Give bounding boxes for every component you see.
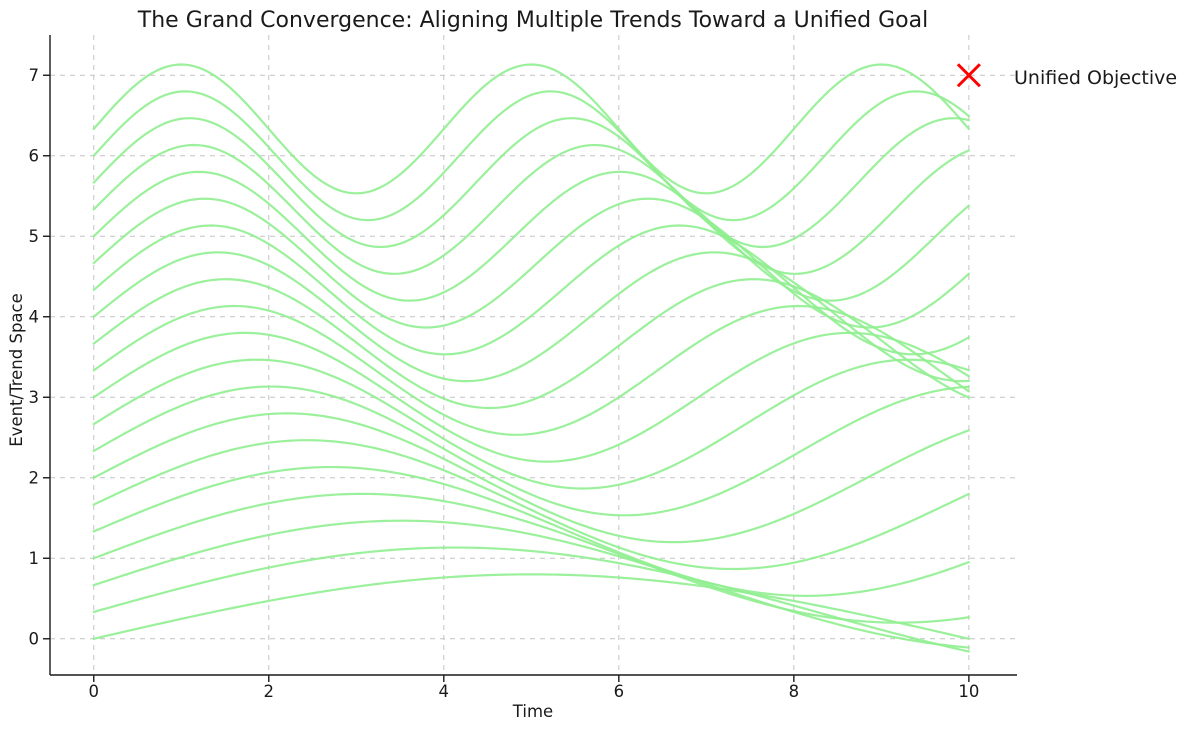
- trend-line: [92, 519, 970, 649]
- y-axis-label: Event/Trend Space: [7, 293, 26, 447]
- trend-line: [92, 358, 970, 490]
- trend-line: [92, 465, 970, 597]
- x-tick-label: 10: [958, 682, 979, 701]
- x-tick-label: 8: [789, 682, 800, 701]
- y-tick-label: 2: [29, 468, 40, 487]
- trend-line: [92, 197, 970, 329]
- trend-line: [92, 143, 970, 275]
- x-tick-label: 2: [264, 682, 275, 701]
- y-tick-label: 7: [29, 66, 40, 85]
- trend-line: [92, 224, 970, 356]
- trend-line: [92, 251, 970, 383]
- x-tick-label: 4: [439, 682, 450, 701]
- trend-line: [92, 439, 970, 571]
- axes: [49, 35, 1017, 676]
- unified-objective-label: Unified Objective: [1014, 67, 1177, 89]
- trend-line: [92, 412, 970, 544]
- unified-objective-annotation: [956, 63, 981, 88]
- trend-line: [92, 90, 970, 222]
- trend-line: [92, 492, 970, 624]
- y-tick-label: 6: [29, 146, 40, 165]
- trend-line: [92, 385, 970, 517]
- x-tick-label: 6: [614, 682, 625, 701]
- y-tick-label: 3: [29, 388, 40, 407]
- unified-objective-marker: [956, 63, 981, 88]
- chart-title: The Grand Convergence: Aligning Multiple…: [137, 8, 928, 33]
- trend-line: [92, 304, 970, 436]
- trend-line: [92, 331, 970, 463]
- trend-line: [92, 278, 970, 410]
- trend-line: [92, 573, 970, 640]
- trend-line: [92, 63, 970, 195]
- trend-lines: [92, 63, 970, 653]
- x-tick-label: 0: [89, 682, 100, 701]
- trend-line: [92, 546, 970, 653]
- x-axis-label: Time: [512, 702, 553, 721]
- trend-line: [92, 170, 970, 302]
- trend-line: [92, 117, 970, 249]
- tick-marks-and-labels: 0 2 4 6 8 10 0 1 2 3 4 5 6 7: [29, 66, 980, 701]
- y-tick-label: 5: [29, 227, 40, 246]
- y-tick-label: 4: [29, 307, 40, 326]
- y-tick-label: 0: [29, 629, 40, 648]
- y-tick-label: 1: [29, 549, 40, 568]
